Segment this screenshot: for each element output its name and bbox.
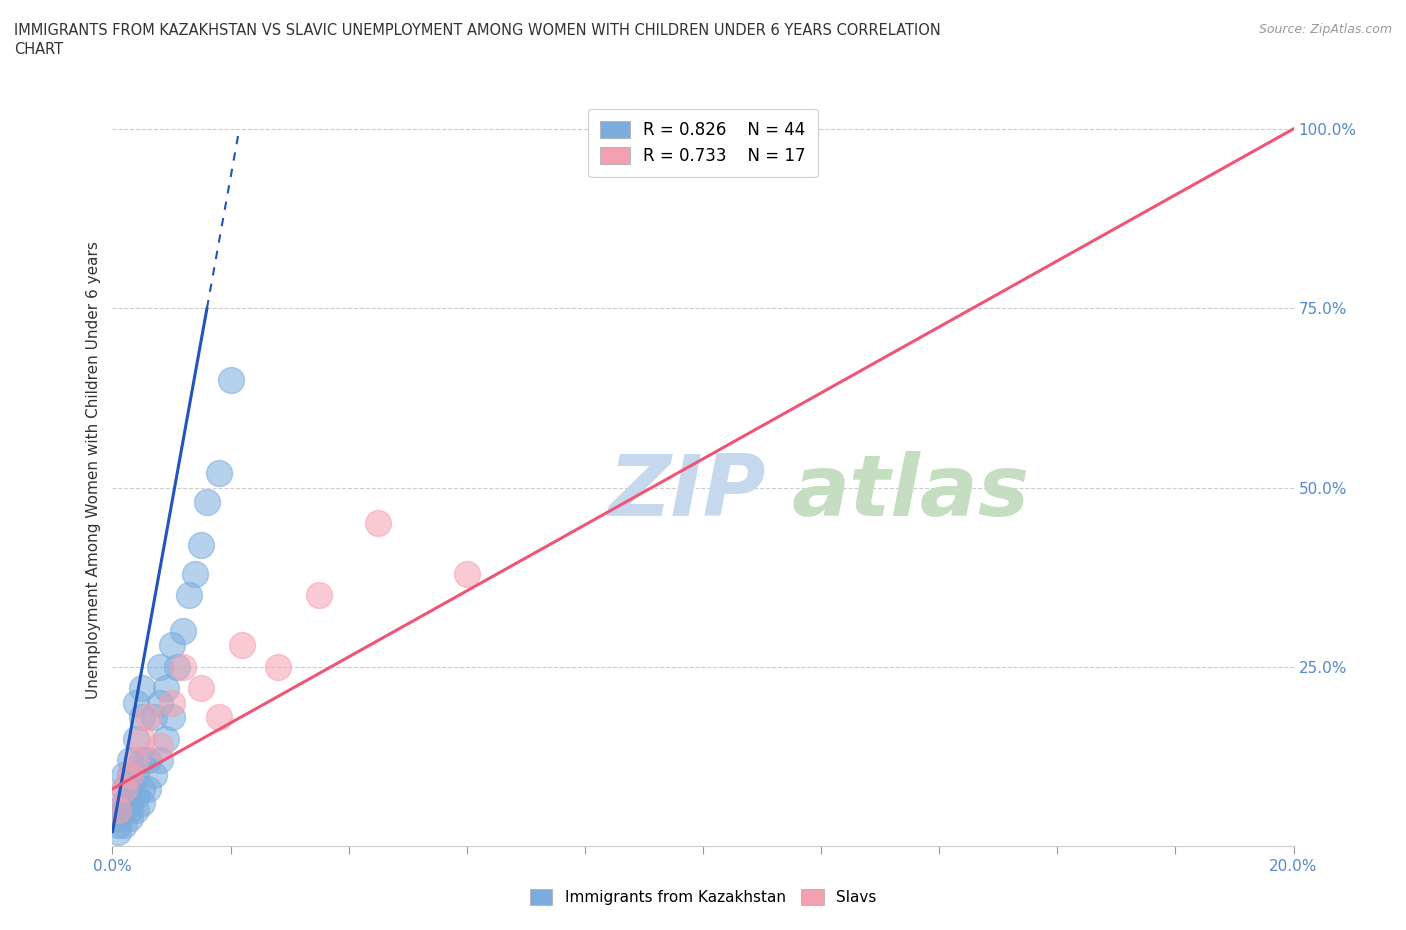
Legend: R = 0.826    N = 44, R = 0.733    N = 17: R = 0.826 N = 44, R = 0.733 N = 17	[589, 109, 817, 177]
Point	[142, 767, 165, 782]
Point	[131, 681, 153, 696]
Point	[120, 810, 142, 825]
Point	[267, 659, 290, 674]
Point	[112, 767, 135, 782]
Point	[107, 825, 129, 840]
Point	[136, 710, 159, 724]
Point	[107, 810, 129, 825]
Point	[107, 803, 129, 817]
Point	[125, 731, 148, 746]
Point	[131, 731, 153, 746]
Point	[136, 781, 159, 796]
Text: Source: ZipAtlas.com: Source: ZipAtlas.com	[1258, 23, 1392, 36]
Point	[166, 659, 188, 674]
Point	[131, 781, 153, 796]
Point	[190, 538, 212, 552]
Point	[219, 373, 242, 388]
Point	[149, 752, 172, 767]
Point	[131, 796, 153, 811]
Point	[208, 466, 231, 481]
Point	[308, 588, 330, 603]
Point	[149, 659, 172, 674]
Point	[120, 781, 142, 796]
Point	[184, 566, 207, 581]
Point	[160, 638, 183, 653]
Point	[195, 495, 218, 510]
Point	[149, 738, 172, 753]
Point	[112, 817, 135, 832]
Point	[120, 803, 142, 817]
Point	[107, 803, 129, 817]
Point	[136, 752, 159, 767]
Point	[107, 817, 129, 832]
Point	[112, 803, 135, 817]
Legend: Immigrants from Kazakhstan, Slavs: Immigrants from Kazakhstan, Slavs	[522, 882, 884, 913]
Point	[120, 752, 142, 767]
Text: ZIP: ZIP	[609, 451, 766, 534]
Point	[142, 710, 165, 724]
Point	[190, 681, 212, 696]
Point	[131, 752, 153, 767]
Point	[208, 710, 231, 724]
Point	[125, 767, 148, 782]
Point	[120, 796, 142, 811]
Point	[456, 566, 478, 581]
Point	[120, 767, 142, 782]
Point	[231, 638, 253, 653]
Point	[112, 781, 135, 796]
Point	[160, 696, 183, 711]
Point	[125, 789, 148, 804]
Text: CHART: CHART	[14, 42, 63, 57]
Point	[155, 731, 177, 746]
Point	[633, 136, 655, 151]
Point	[179, 588, 201, 603]
Text: IMMIGRANTS FROM KAZAKHSTAN VS SLAVIC UNEMPLOYMENT AMONG WOMEN WITH CHILDREN UNDE: IMMIGRANTS FROM KAZAKHSTAN VS SLAVIC UNE…	[14, 23, 941, 38]
Point	[155, 681, 177, 696]
Point	[125, 696, 148, 711]
Y-axis label: Unemployment Among Women with Children Under 6 years: Unemployment Among Women with Children U…	[86, 241, 101, 698]
Point	[367, 516, 389, 531]
Text: atlas: atlas	[792, 451, 1029, 534]
Point	[172, 624, 194, 639]
Point	[125, 752, 148, 767]
Point	[112, 796, 135, 811]
Point	[160, 710, 183, 724]
Point	[112, 781, 135, 796]
Point	[131, 710, 153, 724]
Point	[120, 767, 142, 782]
Point	[125, 803, 148, 817]
Point	[149, 696, 172, 711]
Point	[172, 659, 194, 674]
